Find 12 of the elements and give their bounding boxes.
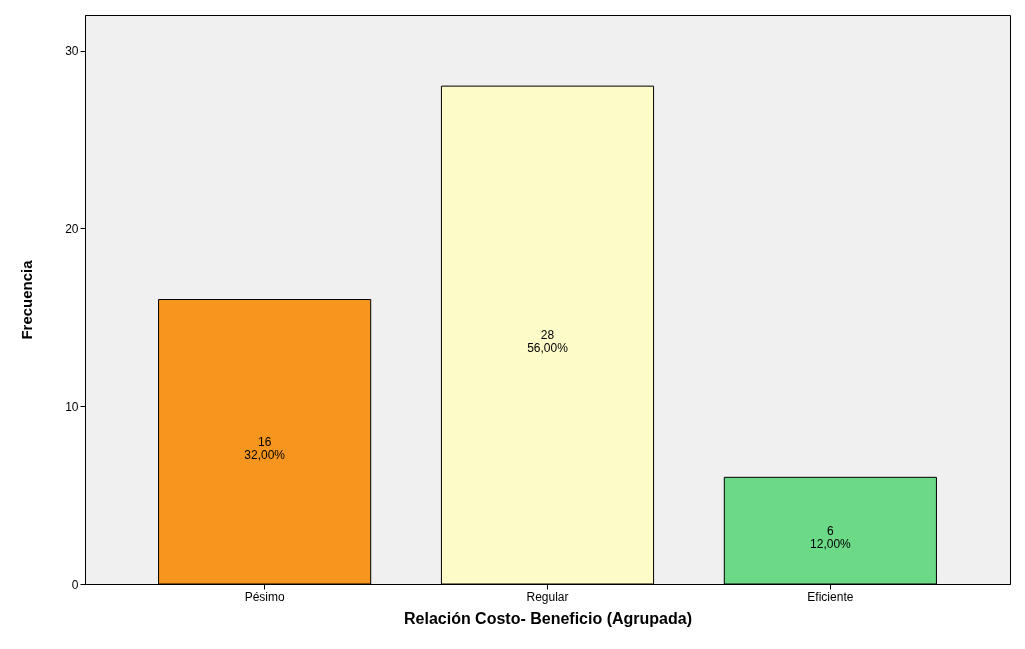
x-axis-title: Relación Costo- Beneficio (Agrupada) [403,609,693,627]
x-tick-label: Eficiente [807,589,854,604]
data-label: 6 12,00% [810,523,852,551]
x-tick-label: Pésimo [244,589,285,604]
data-label: 16 32,00% [244,434,286,462]
y-tick-label: 30 [65,44,79,59]
y-tick-label: 20 [65,221,79,236]
y-tick-label: 10 [65,399,79,414]
y-axis-title: Frecuencia [18,259,36,340]
x-tick-label: Regular [526,589,569,604]
data-label: 28 56,00% [527,328,569,356]
y-tick-label: 0 [71,577,79,592]
